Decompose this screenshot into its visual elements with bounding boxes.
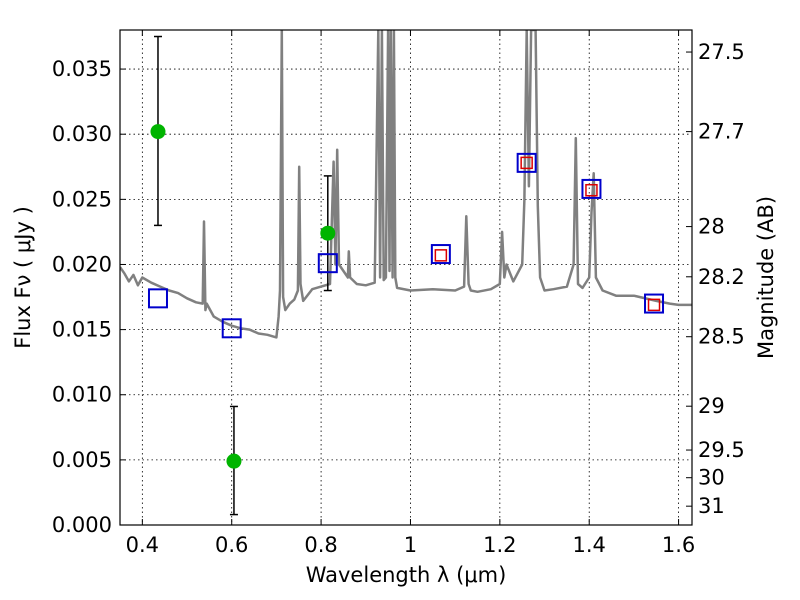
observed-point bbox=[226, 453, 242, 469]
spectrum-series bbox=[120, 30, 692, 339]
x-axis-label: Wavelength λ (μm) bbox=[306, 563, 507, 587]
x-tick-label: 0.8 bbox=[304, 533, 337, 557]
y-tick-label: 0.010 bbox=[52, 383, 112, 407]
y2-axis-label: Magnitude (AB) bbox=[754, 196, 778, 359]
x-tick-label: 1.2 bbox=[483, 533, 516, 557]
y-tick-label: 0.035 bbox=[52, 57, 112, 81]
x-tick-label: 1.4 bbox=[573, 533, 606, 557]
y-tick-label: 0.000 bbox=[52, 513, 112, 537]
model-square bbox=[516, 152, 537, 173]
spectrum-line bbox=[120, 30, 692, 339]
model-square bbox=[317, 253, 338, 274]
model-square bbox=[430, 244, 451, 265]
model-square bbox=[221, 318, 242, 339]
model-square bbox=[147, 288, 168, 309]
y-tick-label: 0.020 bbox=[52, 252, 112, 276]
y-tick-label: 0.015 bbox=[52, 318, 112, 342]
y-tick-label: 0.005 bbox=[52, 448, 112, 472]
y2-tick-label: 28.5 bbox=[698, 325, 745, 349]
y-tick-label: 0.030 bbox=[52, 122, 112, 146]
y-axis-label: Flux Fν ( μJy ) bbox=[11, 206, 35, 349]
y2-tick-label: 31 bbox=[698, 494, 725, 518]
x-tick-label: 1.6 bbox=[662, 533, 695, 557]
observed-square bbox=[520, 156, 533, 170]
observed-point bbox=[150, 124, 166, 140]
y2-tick-label: 30 bbox=[698, 466, 725, 490]
x-tick-label: 0.4 bbox=[126, 533, 159, 557]
y2-tick-label: 29 bbox=[698, 394, 725, 418]
ticks bbox=[120, 30, 692, 526]
x-tick-label: 0.6 bbox=[215, 533, 248, 557]
model-square bbox=[644, 293, 665, 314]
observed-square bbox=[585, 183, 598, 197]
observed-square bbox=[647, 298, 661, 312]
y2-tick-label: 29.5 bbox=[698, 438, 745, 462]
observed-point bbox=[320, 225, 336, 241]
y2-tick-label: 28.2 bbox=[698, 265, 745, 289]
plot-area bbox=[119, 29, 693, 526]
markers bbox=[147, 35, 665, 516]
y2-tick-label: 27.5 bbox=[698, 40, 745, 64]
model-square bbox=[581, 178, 602, 199]
tick-labels: 0.4 0.6 0.8 1 1.2 1.4 1.6 0.000 0.005 0.010 0.015 0… bbox=[52, 40, 745, 557]
y-tick-label: 0.025 bbox=[52, 187, 112, 211]
y2-tick-label: 27.7 bbox=[698, 120, 745, 144]
x-tick-label: 1 bbox=[404, 533, 417, 557]
observed-square bbox=[434, 249, 448, 262]
y2-tick-label: 28 bbox=[698, 215, 725, 239]
